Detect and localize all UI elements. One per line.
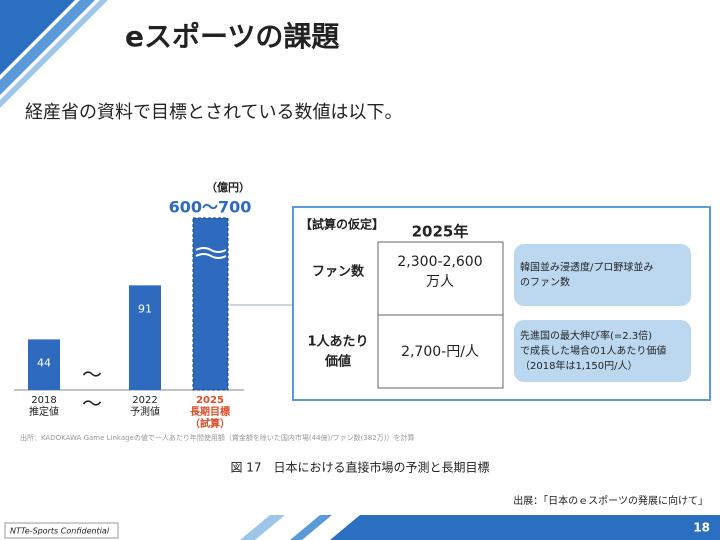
value-label: 91 xyxy=(138,302,152,315)
axis-break xyxy=(195,247,227,259)
x-tick-label: 長期目標 xyxy=(190,405,230,418)
figure-note: 出所：KADOKAWA Game Linkageの値で一人あたり年間使用額（賞金… xyxy=(20,433,414,442)
cell-value: 2,300-2,600 xyxy=(397,254,482,270)
annotation: 600〜700 xyxy=(169,198,252,217)
cell-value: 2,700-円/人 xyxy=(401,344,479,360)
footer-stripes xyxy=(240,515,720,540)
x-tick-label: 2018 xyxy=(31,395,56,406)
assumption-box: 【試算の仮定】 2025年 ファン数 2,300-2,600 万人 韓国並み浸透度/プ… xyxy=(230,206,711,401)
callout xyxy=(514,244,691,306)
column-header: 2025年 xyxy=(412,223,469,241)
row-label: 1人あたり xyxy=(307,334,368,350)
caption: 図 17 日本における直接市場の予測と長期目標 xyxy=(230,460,489,475)
unit: （億円） xyxy=(206,180,250,194)
x-tick-label: 推定値 xyxy=(29,405,59,418)
x-tick-label: 予測値 xyxy=(130,405,160,418)
callout-text: 韓国並み浸透度/プロ野球並み xyxy=(520,261,653,274)
source: 出展：「日本のｅスポーツの発展に向けて」 xyxy=(513,494,708,507)
title: eスポーツの課題 xyxy=(125,20,340,53)
cell-value: 万人 xyxy=(426,274,454,290)
table-heading: 【試算の仮定】 xyxy=(300,217,384,232)
callout-text: （2018年は1,150円/人） xyxy=(520,359,637,372)
bar-2025 xyxy=(192,217,229,391)
page-number: 18 xyxy=(693,521,710,535)
confidential: NTTe-Sports Confidential xyxy=(10,527,110,536)
bar xyxy=(129,285,161,390)
subtitle: 経産省の資料で目標とされている数値は以下。 xyxy=(25,102,402,123)
confidential-box xyxy=(4,522,119,539)
x-tick-label: （試算） xyxy=(190,417,230,430)
callout xyxy=(514,320,691,382)
corner-stripes xyxy=(0,0,108,108)
tilde: 〜 xyxy=(82,363,102,387)
callout-text: で成長した場合の1人あたり価値 xyxy=(520,344,666,357)
callout-text: のファン数 xyxy=(520,276,570,289)
x-tick-label: 2025 xyxy=(196,395,224,406)
value-label: 44 xyxy=(37,356,51,369)
bar xyxy=(28,339,60,390)
row-label: 価値 xyxy=(324,354,351,370)
callout-text: 先進国の最大伸び率(=2.3倍) xyxy=(520,329,652,342)
row-label: ファン数 xyxy=(312,264,365,280)
x-tick-label: 2022 xyxy=(132,395,157,406)
tilde: 〜 xyxy=(82,392,102,416)
